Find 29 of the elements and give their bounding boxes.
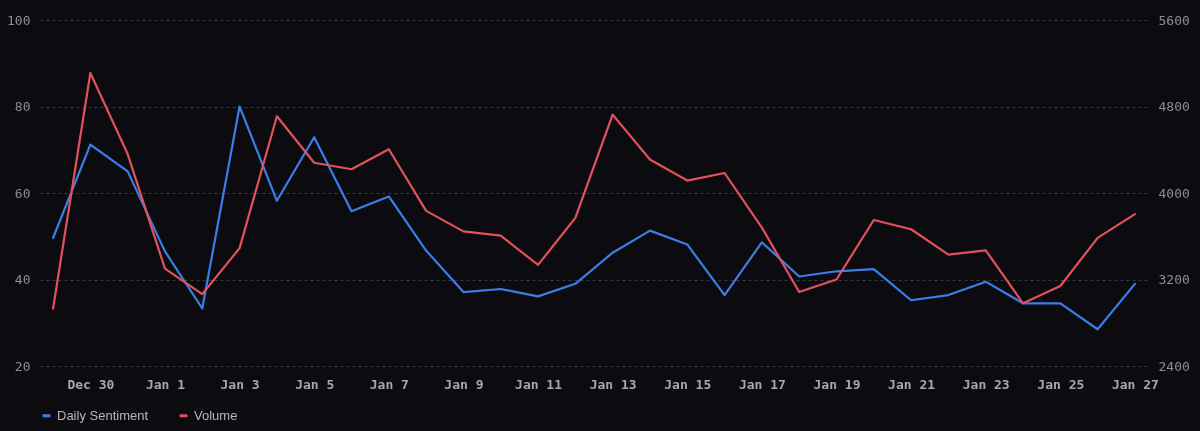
x-tick-label: Jan 27 xyxy=(1111,376,1159,392)
line-series xyxy=(51,71,1137,310)
y2-tick-label: 2400 xyxy=(1158,358,1190,374)
x-tick-label: Jan 3 xyxy=(220,376,260,392)
x-tick-label: Jan 13 xyxy=(589,376,637,392)
y-tick-label: 100 xyxy=(7,12,31,28)
x-tick-label: Jan 17 xyxy=(738,376,786,392)
x-tick-label: Jan 15 xyxy=(664,376,712,392)
y2-tick-label: 4000 xyxy=(1158,185,1190,201)
y-tick-label: 40 xyxy=(14,272,31,287)
x-tick-label: Jan 1 xyxy=(145,376,186,392)
y-tick-label: 60 xyxy=(14,185,31,201)
x-tick-label: Jan 23 xyxy=(962,376,1010,392)
y2-tick-label: 4800 xyxy=(1158,99,1190,114)
x-tick-label: Jan 9 xyxy=(444,376,484,392)
x-tick-label: Jan 21 xyxy=(888,376,936,392)
y2-tick-label: 5600 xyxy=(1158,12,1190,28)
legend-label: Volume xyxy=(194,407,238,423)
x-tick-label: Jan 19 xyxy=(813,376,861,392)
y2-tick-label: 3200 xyxy=(1158,272,1190,287)
y-tick-label: 80 xyxy=(14,99,31,114)
y-tick-label: 20 xyxy=(14,358,31,374)
x-tick-label: Jan 25 xyxy=(1037,376,1085,392)
legend-label: Daily Sentiment xyxy=(57,407,149,423)
x-tick-label: Jan 5 xyxy=(295,376,335,392)
x-tick-label: Jan 11 xyxy=(515,376,563,392)
x-tick-label: Jan 7 xyxy=(369,376,409,392)
x-tick-label: Dec 30 xyxy=(67,376,115,392)
line-series xyxy=(51,105,1137,331)
